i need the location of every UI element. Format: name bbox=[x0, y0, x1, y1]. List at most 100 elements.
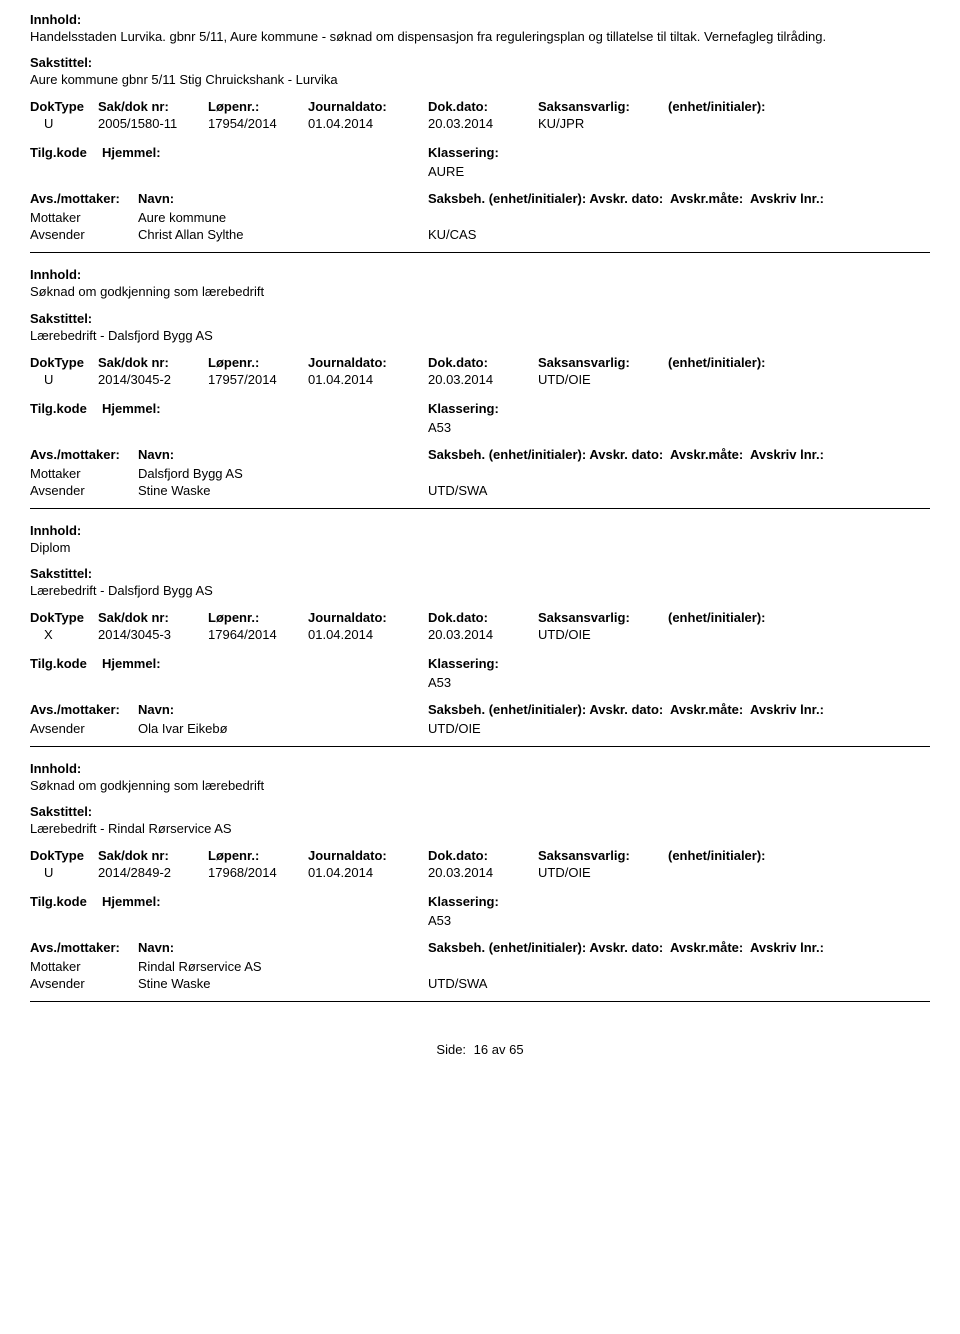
party-header: Avs./mottaker: Navn: Saksbeh. (enhet/ini… bbox=[30, 191, 930, 206]
navn-label: Navn: bbox=[138, 447, 428, 462]
innhold-text: Søknad om godkjenning som lærebedrift bbox=[30, 284, 930, 300]
party-name: Christ Allan Sylthe bbox=[138, 227, 428, 242]
hdr-dokdato: Dok.dato: bbox=[428, 848, 538, 863]
klassering-label: Klassering: bbox=[428, 656, 930, 671]
tilg-row: Tilg.kode Hjemmel: Klassering: bbox=[30, 401, 930, 416]
sakstittel-text: Lærebedrift - Dalsfjord Bygg AS bbox=[30, 328, 930, 343]
hdr-enhet: (enhet/initialer): bbox=[668, 848, 930, 863]
party-name: Stine Waske bbox=[138, 483, 428, 498]
footer-page-num: 16 bbox=[474, 1042, 488, 1057]
columns-header: DokType Sak/dok nr: Løpenr.: Journaldato… bbox=[30, 610, 930, 625]
innhold-label: Innhold: bbox=[30, 761, 930, 776]
innhold-label: Innhold: bbox=[30, 12, 930, 27]
party-name: Aure kommune bbox=[138, 210, 428, 225]
klassering-label: Klassering: bbox=[428, 894, 930, 909]
party-code: UTD/SWA bbox=[428, 976, 930, 991]
sakstittel-text: Lærebedrift - Rindal Rørservice AS bbox=[30, 821, 930, 836]
hdr-saksansvarlig: Saksansvarlig: bbox=[538, 848, 668, 863]
saksbeh-label: Saksbeh. (enhet/initialer): Avskr. dato:… bbox=[428, 447, 930, 462]
party-code bbox=[428, 466, 930, 481]
navn-label: Navn: bbox=[138, 940, 428, 955]
columns-header: DokType Sak/dok nr: Løpenr.: Journaldato… bbox=[30, 355, 930, 370]
klassering-value: AURE bbox=[428, 164, 930, 179]
tilgkode-label: Tilg.kode bbox=[30, 894, 102, 909]
val-sakdok: 2014/3045-3 bbox=[98, 627, 208, 642]
party-row: Avsender Stine Waske UTD/SWA bbox=[30, 976, 930, 991]
val-sakdok: 2005/1580-11 bbox=[98, 116, 208, 131]
val-journaldato: 01.04.2014 bbox=[308, 116, 428, 131]
tilg-row: Tilg.kode Hjemmel: Klassering: bbox=[30, 894, 930, 909]
records-container: Innhold: Handelsstaden Lurvika. gbnr 5/1… bbox=[30, 12, 930, 1002]
columns-values: X 2014/3045-3 17964/2014 01.04.2014 20.0… bbox=[30, 627, 930, 642]
hdr-journaldato: Journaldato: bbox=[308, 610, 428, 625]
party-header: Avs./mottaker: Navn: Saksbeh. (enhet/ini… bbox=[30, 447, 930, 462]
hjemmel-label: Hjemmel: bbox=[102, 401, 428, 416]
saksbeh-label: Saksbeh. (enhet/initialer): Avskr. dato:… bbox=[428, 702, 930, 717]
party-code: KU/CAS bbox=[428, 227, 930, 242]
hdr-doktype: DokType bbox=[30, 355, 98, 370]
avsmottaker-label: Avs./mottaker: bbox=[30, 940, 138, 955]
hdr-sakdok: Sak/dok nr: bbox=[98, 610, 208, 625]
val-lopenr: 17954/2014 bbox=[208, 116, 308, 131]
innhold-label: Innhold: bbox=[30, 267, 930, 282]
innhold-label: Innhold: bbox=[30, 523, 930, 538]
val-dokdato: 20.03.2014 bbox=[428, 865, 538, 880]
hdr-doktype: DokType bbox=[30, 848, 98, 863]
hdr-enhet: (enhet/initialer): bbox=[668, 99, 930, 114]
klassering-label: Klassering: bbox=[428, 401, 930, 416]
val-dokdato: 20.03.2014 bbox=[428, 372, 538, 387]
hdr-lopenr: Løpenr.: bbox=[208, 355, 308, 370]
hdr-lopenr: Løpenr.: bbox=[208, 848, 308, 863]
val-journaldato: 01.04.2014 bbox=[308, 627, 428, 642]
party-header: Avs./mottaker: Navn: Saksbeh. (enhet/ini… bbox=[30, 702, 930, 717]
hdr-journaldato: Journaldato: bbox=[308, 99, 428, 114]
val-dokdato: 20.03.2014 bbox=[428, 627, 538, 642]
val-saksansvarlig: KU/JPR bbox=[538, 116, 668, 131]
sakstittel-label: Sakstittel: bbox=[30, 804, 930, 819]
party-name: Dalsfjord Bygg AS bbox=[138, 466, 428, 481]
hdr-dokdato: Dok.dato: bbox=[428, 355, 538, 370]
val-lopenr: 17957/2014 bbox=[208, 372, 308, 387]
columns-values: U 2005/1580-11 17954/2014 01.04.2014 20.… bbox=[30, 116, 930, 131]
val-doktype: X bbox=[30, 627, 98, 642]
party-row: Avsender Ola Ivar Eikebø UTD/OIE bbox=[30, 721, 930, 736]
hdr-saksansvarlig: Saksansvarlig: bbox=[538, 99, 668, 114]
journal-record: Innhold: Handelsstaden Lurvika. gbnr 5/1… bbox=[30, 12, 930, 242]
val-dokdato: 20.03.2014 bbox=[428, 116, 538, 131]
sakstittel-label: Sakstittel: bbox=[30, 566, 930, 581]
footer-side-label: Side: bbox=[436, 1042, 466, 1057]
innhold-text: Søknad om godkjenning som lærebedrift bbox=[30, 778, 930, 794]
party-row: Mottaker Rindal Rørservice AS bbox=[30, 959, 930, 974]
columns-values: U 2014/3045-2 17957/2014 01.04.2014 20.0… bbox=[30, 372, 930, 387]
tilgkode-label: Tilg.kode bbox=[30, 401, 102, 416]
innhold-text: Handelsstaden Lurvika. gbnr 5/11, Aure k… bbox=[30, 29, 930, 45]
tilgkode-label: Tilg.kode bbox=[30, 656, 102, 671]
avsmottaker-label: Avs./mottaker: bbox=[30, 191, 138, 206]
record-separator bbox=[30, 1001, 930, 1002]
footer-av-label: av bbox=[492, 1042, 506, 1057]
hdr-dokdato: Dok.dato: bbox=[428, 610, 538, 625]
sakstittel-text: Lærebedrift - Dalsfjord Bygg AS bbox=[30, 583, 930, 598]
val-saksansvarlig: UTD/OIE bbox=[538, 627, 668, 642]
party-role: Mottaker bbox=[30, 959, 138, 974]
party-name: Ola Ivar Eikebø bbox=[138, 721, 428, 736]
hjemmel-label: Hjemmel: bbox=[102, 894, 428, 909]
hdr-doktype: DokType bbox=[30, 99, 98, 114]
party-row: Mottaker Aure kommune bbox=[30, 210, 930, 225]
klassering-label: Klassering: bbox=[428, 145, 930, 160]
hdr-lopenr: Løpenr.: bbox=[208, 99, 308, 114]
hdr-doktype: DokType bbox=[30, 610, 98, 625]
navn-label: Navn: bbox=[138, 702, 428, 717]
hdr-sakdok: Sak/dok nr: bbox=[98, 99, 208, 114]
klassering-value: A53 bbox=[428, 675, 930, 690]
hdr-dokdato: Dok.dato: bbox=[428, 99, 538, 114]
avsmottaker-label: Avs./mottaker: bbox=[30, 702, 138, 717]
page-footer: Side: 16 av 65 bbox=[30, 1042, 930, 1057]
val-saksansvarlig: UTD/OIE bbox=[538, 865, 668, 880]
party-code: UTD/OIE bbox=[428, 721, 930, 736]
party-role: Avsender bbox=[30, 976, 138, 991]
val-doktype: U bbox=[30, 116, 98, 131]
journal-record: Innhold: Søknad om godkjenning som læreb… bbox=[30, 761, 930, 991]
tilg-row: Tilg.kode Hjemmel: Klassering: bbox=[30, 656, 930, 671]
party-row: Avsender Christ Allan Sylthe KU/CAS bbox=[30, 227, 930, 242]
